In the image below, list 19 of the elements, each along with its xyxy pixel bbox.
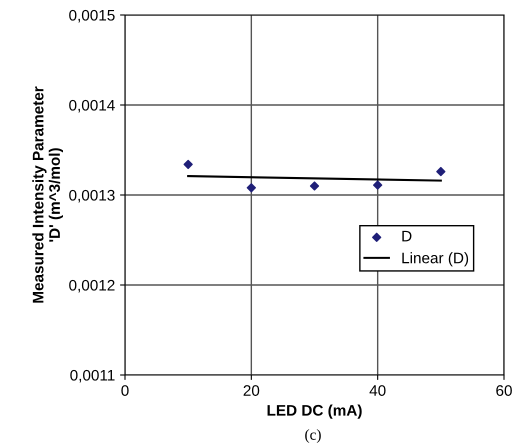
y-tick-label: 0,0011 — [70, 370, 115, 382]
point — [373, 180, 382, 190]
text: (c) — [305, 429, 321, 443]
y-axis-title: Measured Intensity Parameter 'D' (m^3/mol) — [32, 86, 63, 303]
y-tick-label: 0,0014 — [69, 100, 115, 112]
y-tick-label: 0,0012 — [69, 280, 115, 292]
legend-label: D — [402, 230, 412, 242]
legend-label: Linear (D) — [402, 252, 468, 266]
x-axis-title: LED DC (mA) — [268, 404, 362, 419]
point — [436, 166, 446, 176]
point — [246, 183, 256, 192]
x-tick-label: 20 — [244, 385, 260, 396]
y-tick-label: 0,0013 — [69, 190, 115, 202]
y-tick-label: 0,0015 — [69, 10, 115, 22]
point — [310, 181, 320, 191]
x-tick-label: 0 — [121, 385, 129, 396]
x-tick-label: 40 — [370, 385, 386, 396]
x-tick-label: 60 — [496, 385, 512, 396]
point — [184, 160, 193, 170]
